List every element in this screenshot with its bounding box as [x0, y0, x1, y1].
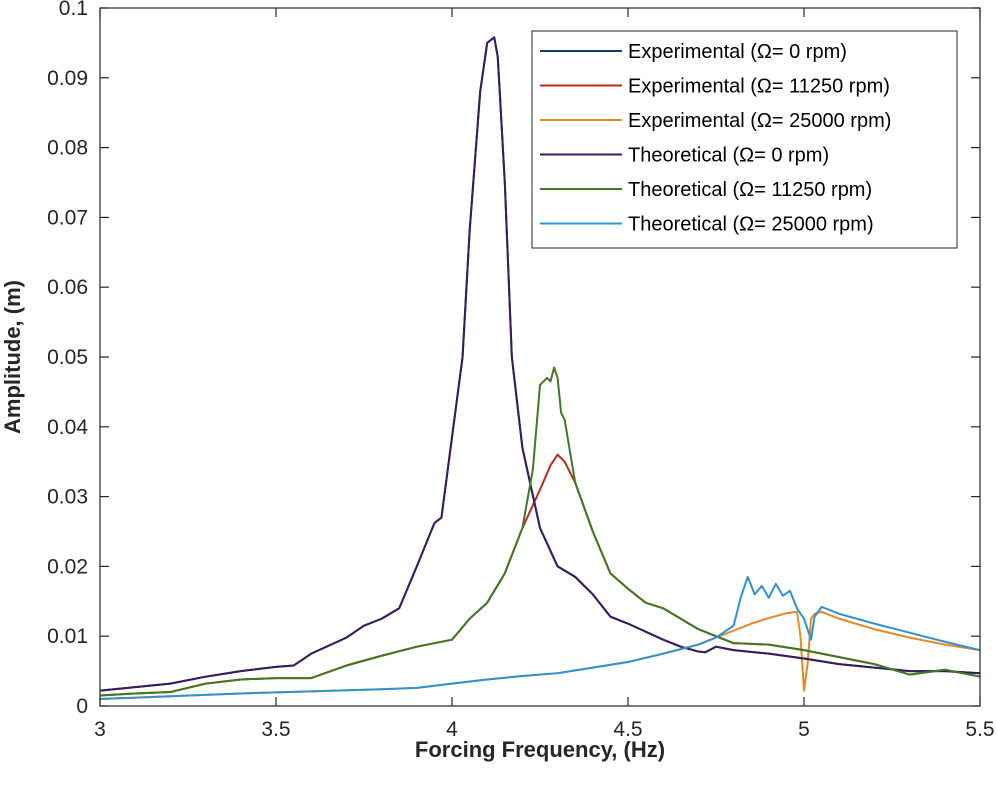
- y-tick-label: 0.08: [47, 137, 88, 160]
- y-tick-label: 0.04: [47, 416, 88, 439]
- y-tick-label: 0.1: [59, 0, 88, 20]
- legend-label: Theoretical (Ω= 11250 rpm): [628, 179, 872, 201]
- x-tick-label: 5: [798, 718, 810, 741]
- legend-label: Experimental (Ω= 25000 rpm): [628, 110, 891, 132]
- y-tick-label: 0.07: [47, 206, 88, 229]
- x-tick-label: 4: [446, 718, 458, 741]
- y-tick-label: 0.02: [47, 555, 88, 578]
- x-tick-label: 3.5: [261, 718, 290, 741]
- y-tick-label: 0.03: [47, 486, 88, 509]
- y-tick-label: 0.05: [47, 346, 88, 369]
- x-tick-label: 3: [94, 718, 106, 741]
- legend-label: Experimental (Ω= 11250 rpm): [628, 76, 890, 98]
- series-line-6: [100, 575, 980, 701]
- legend: Experimental (Ω= 0 rpm) Experimental (Ω= …: [531, 30, 958, 249]
- y-tick-label: 0.06: [47, 276, 88, 299]
- x-tick-label: 5.5: [965, 718, 994, 741]
- x-tick-label: 4.5: [613, 718, 642, 741]
- x-axis-title: Forcing Frequency, (Hz): [415, 737, 665, 762]
- legend-box: [531, 30, 958, 249]
- y-axis-title: Amplitude, (m): [0, 280, 25, 434]
- y-tick-label: 0: [76, 695, 88, 718]
- y-tick-label: 0.09: [47, 67, 88, 90]
- legend-label: Theoretical (Ω= 0 rpm): [628, 145, 829, 167]
- y-tick-label: 0.01: [47, 625, 88, 648]
- series-line-5: [100, 366, 980, 697]
- y-axis: 0 0.01 0.02 0.03 0.04 0.05 0.06 0.07 0.08 0.09 0.1: [47, 0, 980, 718]
- series-line-4: [100, 36, 980, 692]
- legend-label: Theoretical (Ω= 25000 rpm): [628, 214, 874, 236]
- legend-label: Experimental (Ω= 0 rpm): [628, 41, 847, 63]
- x-axis: 3 3.5 4 4.5 5 5.5: [94, 8, 995, 741]
- series-layer: [100, 36, 980, 701]
